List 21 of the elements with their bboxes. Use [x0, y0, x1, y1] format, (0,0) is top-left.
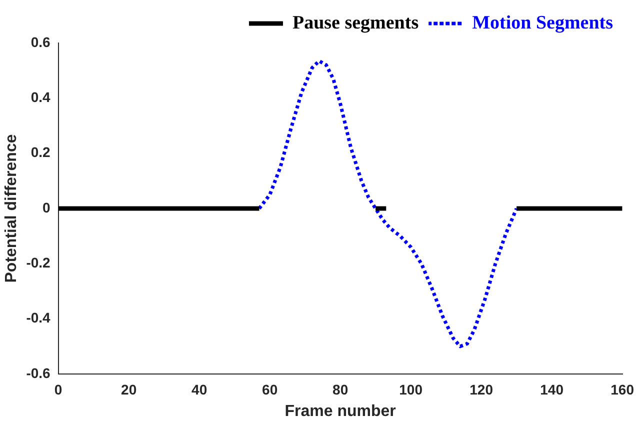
- y-tick-label: -0.6: [26, 364, 51, 381]
- y-tick-label: -0.2: [26, 254, 51, 271]
- legend-label: Motion Segments: [472, 12, 613, 34]
- y-tick-label: 0.4: [30, 89, 51, 106]
- legend-label: Pause segments: [292, 12, 419, 34]
- x-tick-label: 20: [121, 381, 137, 398]
- x-tick-label: 160: [610, 381, 634, 398]
- x-tick-label: 40: [192, 381, 208, 398]
- y-tick-label: 0.6: [30, 34, 51, 50]
- x-tick-label: 80: [332, 381, 348, 398]
- x-tick-label: 100: [399, 381, 423, 398]
- x-tick-label: 0: [54, 381, 62, 398]
- x-tick-label: 140: [540, 381, 564, 398]
- x-tick-label: 60: [262, 381, 278, 398]
- line-series: [258, 59, 518, 348]
- x-axis-title: Frame number: [284, 402, 396, 420]
- y-axis-title: Potential difference: [3, 134, 20, 283]
- y-tick-label: 0.2: [30, 144, 51, 160]
- x-tick-label: 120: [470, 381, 494, 398]
- y-tick-label: -0.4: [26, 310, 51, 326]
- y-tick-label: 0: [42, 199, 51, 216]
